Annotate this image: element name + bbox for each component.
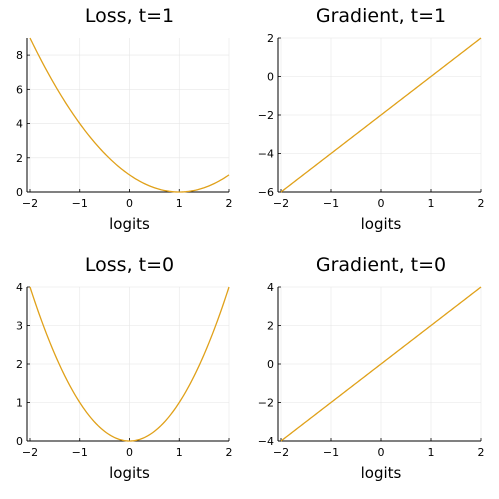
y-tick-label: 2 (16, 358, 23, 371)
chart-title: Gradient, t=1 (316, 5, 446, 27)
x-tick-label: −2 (273, 446, 289, 459)
y-tick-label: 8 (16, 49, 23, 62)
x-tick-label: −2 (22, 446, 38, 459)
y-tick-label: 0 (267, 71, 274, 84)
chart-panel-3: −2 −1 0 1 2 0 1 2 3 4 Loss, t=0 logits (16, 254, 233, 482)
x-tick-label: −1 (72, 446, 88, 459)
x-tick-label: 0 (126, 197, 133, 210)
x-tick-label: 2 (478, 446, 485, 459)
y-tick-label: 0 (16, 435, 23, 448)
y-tick-label: 2 (267, 32, 274, 45)
series-line (280, 37, 482, 193)
series-line (29, 286, 230, 442)
chart-panel-2: −2 −1 0 1 2 −6 −4 −2 0 2 Gradient, t=1 logits (258, 5, 485, 233)
y-tick-label: −6 (258, 186, 274, 199)
y-tick-label: 3 (16, 320, 23, 333)
x-tick-label: 2 (226, 446, 233, 459)
series-line (280, 286, 482, 442)
x-tick-label: 1 (176, 197, 183, 210)
series-line (29, 37, 230, 193)
x-tick-label: −1 (72, 197, 88, 210)
y-tick-label: −4 (258, 435, 274, 448)
x-axis-label: logits (109, 464, 150, 482)
x-tick-label: 1 (176, 446, 183, 459)
chart-title: Loss, t=1 (85, 5, 174, 27)
y-tick-label: 4 (267, 281, 274, 294)
x-tick-label: 1 (428, 197, 435, 210)
x-tick-label: −2 (22, 197, 38, 210)
x-tick-label: 0 (378, 197, 385, 210)
x-tick-label: −1 (323, 446, 339, 459)
chart-title: Loss, t=0 (85, 254, 174, 276)
x-axis-label: logits (361, 215, 402, 233)
x-tick-label: −1 (323, 197, 339, 210)
y-tick-label: 4 (16, 281, 23, 294)
x-tick-label: 2 (478, 197, 485, 210)
x-tick-label: 0 (378, 446, 385, 459)
y-tick-label: −2 (258, 109, 274, 122)
y-tick-label: 1 (16, 397, 23, 410)
x-tick-label: 0 (126, 446, 133, 459)
x-tick-label: 2 (226, 197, 233, 210)
y-tick-label: −2 (258, 397, 274, 410)
y-tick-label: 4 (16, 118, 23, 131)
chart-panel-1: −2 −1 0 1 2 0 2 4 6 8 Loss, t=1 logits (16, 5, 233, 233)
x-tick-label: −2 (273, 197, 289, 210)
y-tick-label: 0 (267, 358, 274, 371)
y-tick-label: 6 (16, 83, 23, 96)
x-axis-label: logits (361, 464, 402, 482)
y-tick-label: 2 (16, 152, 23, 165)
x-tick-label: 1 (428, 446, 435, 459)
y-tick-label: 2 (267, 320, 274, 333)
y-tick-label: −4 (258, 148, 274, 161)
x-axis-label: logits (109, 215, 150, 233)
y-tick-label: 0 (16, 186, 23, 199)
chart-title: Gradient, t=0 (316, 254, 446, 276)
